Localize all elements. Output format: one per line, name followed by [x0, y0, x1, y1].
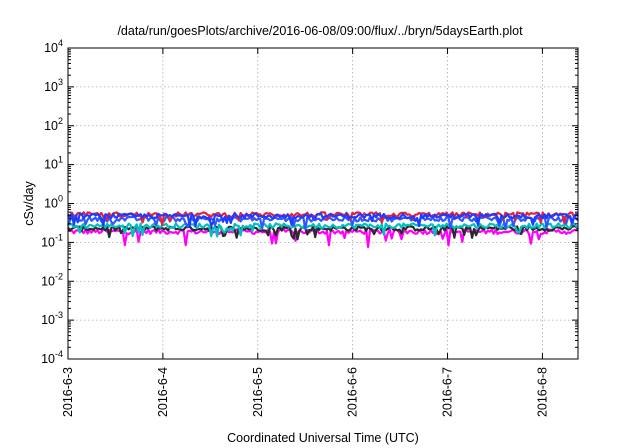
y-tick-label: 100 — [44, 194, 63, 211]
y-tick-label: 10-3 — [41, 310, 63, 327]
x-tick-label: 2016-6-5 — [251, 367, 265, 417]
x-axis-label: Coordinated Universal Time (UTC) — [227, 431, 419, 445]
y-axis-label: cSv/day — [22, 181, 36, 226]
y-tick-label: 103 — [44, 77, 63, 94]
y-tick-label: 102 — [44, 116, 63, 133]
x-tick-label: 2016-6-6 — [346, 367, 360, 417]
series-line — [67, 212, 579, 228]
x-tick-label: 2016-6-8 — [535, 367, 549, 417]
series-group — [67, 211, 579, 249]
grid-lines — [68, 48, 578, 359]
y-tick-label: 10-2 — [41, 271, 63, 288]
y-tick-label: 104 — [44, 38, 63, 55]
x-tick-label: 2016-6-3 — [61, 367, 75, 417]
y-axis: 104 103 102 101 100 10-1 10-2 10-3 10-4 — [41, 38, 578, 366]
x-axis: 2016-6-3 2016-6-4 2016-6-5 2016-6-6 2016-6-7… — [61, 48, 549, 417]
y-tick-label: 101 — [44, 155, 63, 172]
y-tick-label: 10-1 — [41, 232, 63, 249]
x-tick-label: 2016-6-7 — [441, 367, 455, 417]
series-line — [67, 228, 579, 249]
chart-title: /data/run/goesPlots/archive/2016-06-08/0… — [117, 24, 523, 38]
series-line — [67, 222, 579, 238]
y-tick-label: 10-4 — [41, 349, 63, 366]
x-tick-label: 2016-6-4 — [156, 367, 170, 417]
